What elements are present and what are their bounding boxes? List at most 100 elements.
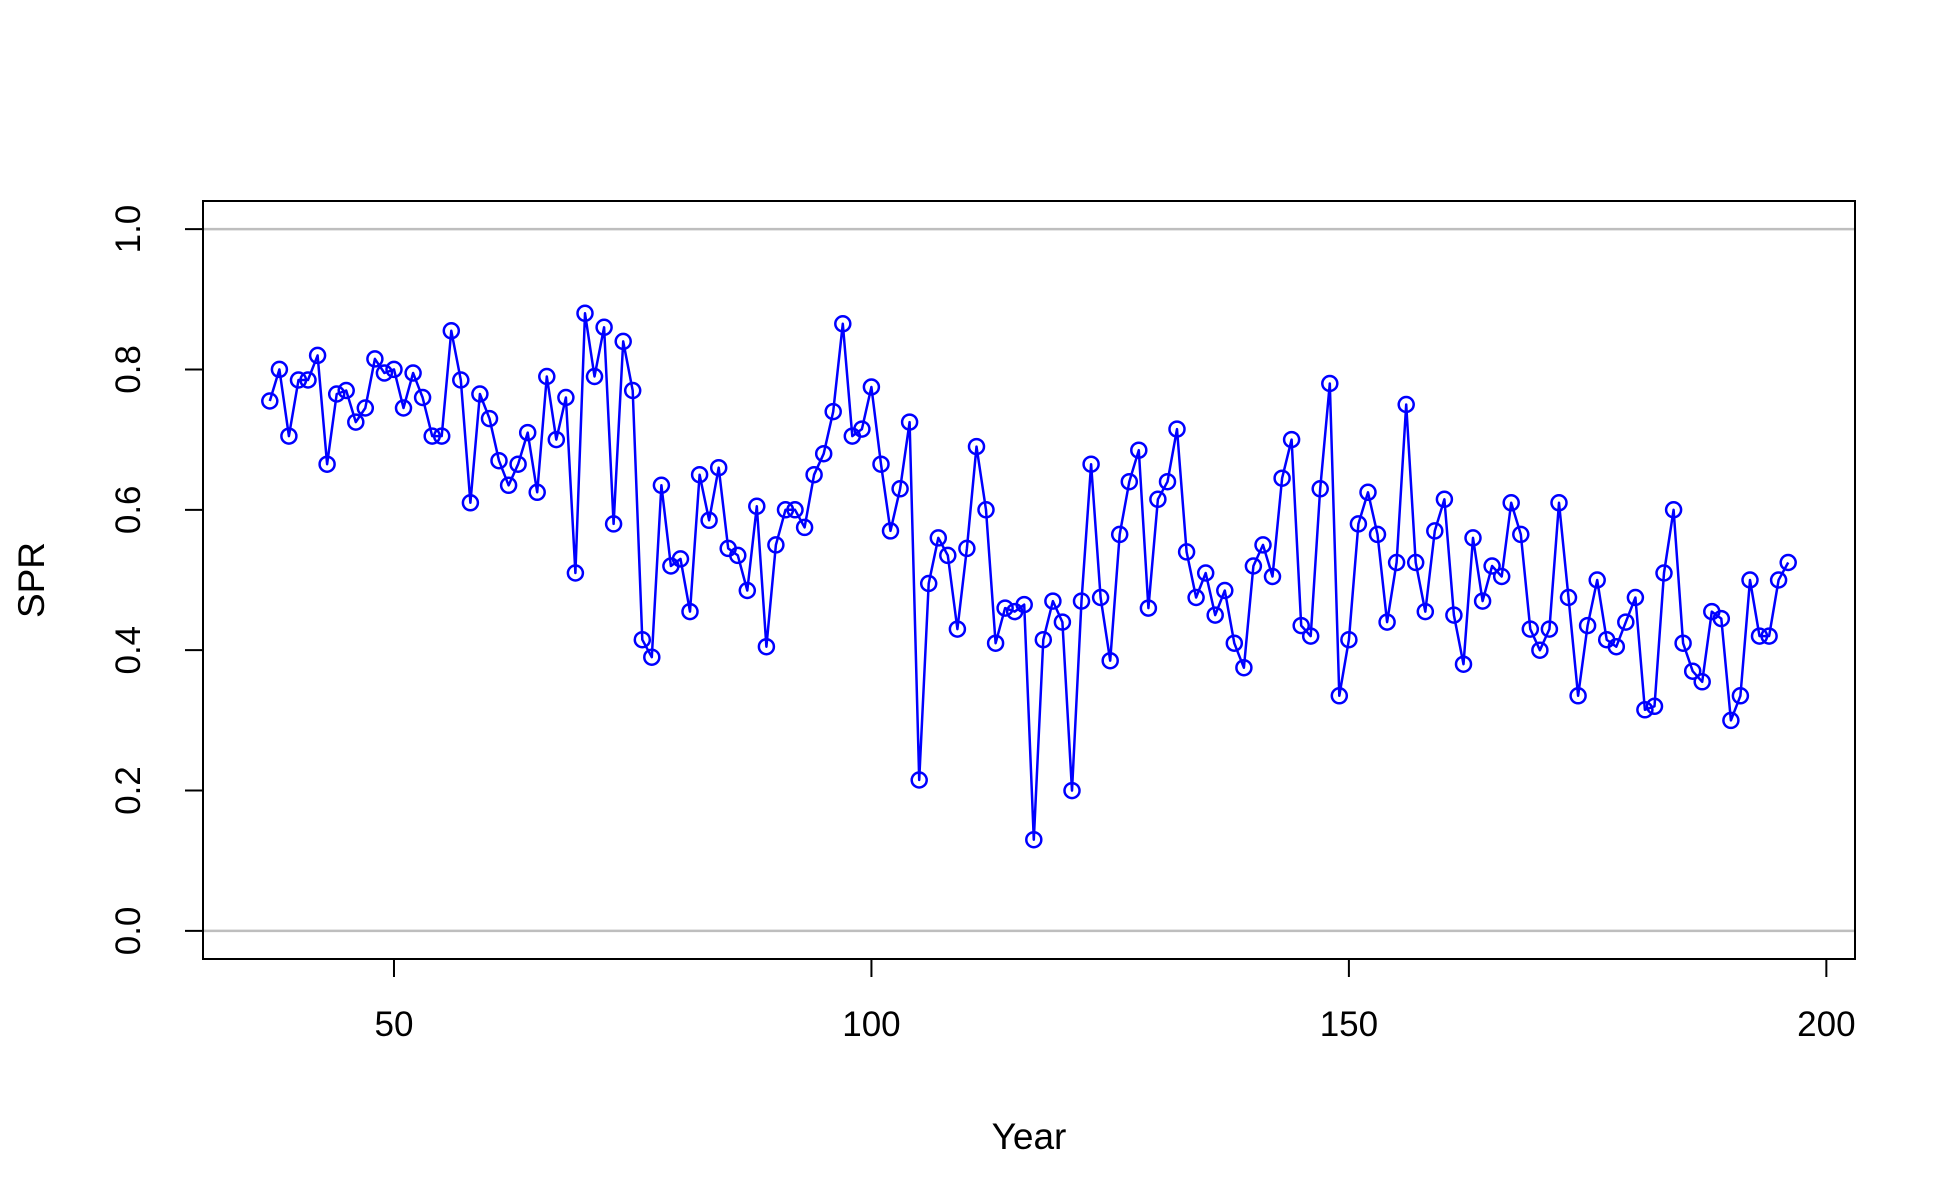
data-point [814, 444, 833, 463]
data-point [1569, 687, 1587, 705]
data-point [1216, 581, 1234, 600]
data-point [1282, 430, 1301, 449]
data-point [471, 385, 489, 403]
data-point [881, 522, 900, 540]
data-point [366, 350, 384, 368]
y-tick-label: 0.4 [109, 626, 148, 675]
data-point [1378, 613, 1396, 631]
data-point [1540, 620, 1559, 638]
data-point [1053, 613, 1072, 631]
data-point [270, 360, 289, 379]
data-point [413, 388, 432, 407]
data-point [1091, 588, 1110, 607]
data-point [337, 381, 355, 400]
data-point [700, 511, 718, 530]
data-point [1617, 613, 1635, 631]
data-point [834, 315, 852, 333]
data-point [1292, 616, 1310, 635]
data-point [1235, 658, 1253, 677]
data-point [1177, 543, 1196, 561]
data-point [1435, 490, 1454, 509]
data-point [1512, 525, 1530, 544]
data-point [1368, 525, 1387, 544]
data-point [862, 378, 881, 396]
data-point [1683, 662, 1702, 680]
data-point [1311, 480, 1329, 498]
data-point [1330, 687, 1349, 705]
data-point [757, 637, 776, 656]
data-point [490, 451, 508, 470]
data-point [547, 430, 566, 449]
data-point [261, 392, 279, 410]
series-line [268, 312, 1790, 841]
data-point [919, 574, 938, 593]
data-point [986, 634, 1005, 652]
data-point [633, 630, 652, 649]
data-point [604, 515, 623, 533]
data-point [1015, 595, 1033, 614]
y-tick-label: 0.0 [109, 907, 148, 956]
data-point [1044, 592, 1062, 610]
data-point [977, 501, 995, 519]
reference-lines [203, 227, 1855, 933]
data-point [623, 381, 642, 400]
data-point [681, 602, 699, 621]
data-point [1225, 634, 1244, 652]
data-point [1082, 455, 1100, 473]
data-point [299, 371, 317, 389]
data-point [480, 409, 499, 428]
data-point [1263, 567, 1282, 586]
data-point [1139, 599, 1158, 617]
data-point [423, 427, 441, 445]
data-point [1321, 374, 1339, 393]
data-point [394, 399, 413, 417]
data-point [1607, 637, 1626, 656]
data-point [939, 546, 957, 565]
data-point [1636, 701, 1654, 719]
data-point [509, 455, 527, 473]
data-point [1301, 627, 1320, 645]
data-point [776, 501, 795, 519]
data-point [1149, 490, 1167, 509]
data-point [1588, 571, 1606, 589]
data-point [1531, 641, 1549, 659]
data-point [795, 518, 814, 537]
data-point [1244, 557, 1263, 575]
data-point [1454, 655, 1473, 673]
x-tick-label: 100 [842, 1005, 900, 1044]
data-point [1693, 673, 1711, 691]
data-point [1559, 588, 1578, 607]
data-point [576, 304, 594, 323]
x-tick-label: 50 [375, 1005, 414, 1044]
data-point [1034, 630, 1053, 649]
data-point [1387, 553, 1406, 572]
data-point [1206, 606, 1224, 624]
data-point [1769, 571, 1788, 589]
data-point [1416, 602, 1435, 621]
data-point [1626, 588, 1645, 607]
y-tick-label: 0.6 [109, 485, 148, 534]
data-point [595, 318, 613, 337]
data-point [538, 367, 556, 386]
data-point [1120, 472, 1139, 491]
data-point [518, 423, 537, 442]
data-point [671, 550, 690, 568]
data-point [929, 529, 948, 547]
y-axis: 0.0 0.2 0.4 0.6 0.8 1.0 [109, 205, 204, 956]
y-tick-label: 0.2 [109, 766, 148, 815]
data-point [461, 494, 480, 512]
data-point [996, 599, 1014, 617]
data-point [1072, 592, 1091, 610]
data-point [1349, 515, 1368, 533]
data-point [1731, 687, 1750, 705]
data-point [375, 364, 394, 382]
data-point [690, 465, 709, 484]
data-point [1674, 634, 1692, 652]
data-point [1196, 564, 1215, 582]
data-point [1664, 501, 1683, 519]
data-point [1110, 525, 1129, 544]
data-point [1130, 441, 1148, 459]
data-point [528, 483, 546, 502]
data-point [566, 564, 585, 582]
